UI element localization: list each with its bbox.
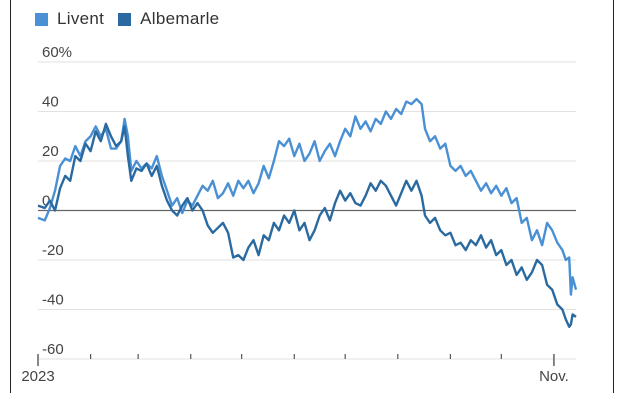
y-tick-label: 20 xyxy=(42,143,59,160)
series-line-livent xyxy=(37,97,578,296)
series-line-albemarle xyxy=(37,122,577,328)
legend-item-livent: Livent xyxy=(35,9,104,29)
x-tick-label: 2023 xyxy=(21,368,54,385)
y-tick-label: 60% xyxy=(42,44,72,61)
y-tick-label: 40 xyxy=(42,94,59,111)
y-tick-label: 0 xyxy=(42,193,50,210)
y-tick-label: -40 xyxy=(42,292,64,309)
x-tick-label: Nov. xyxy=(539,368,569,385)
legend-label-livent: Livent xyxy=(57,9,105,28)
y-tick-label: -20 xyxy=(42,242,64,259)
chart-legend: Livent Albemarle xyxy=(35,9,233,29)
legend-swatch-livent xyxy=(35,12,48,26)
legend-item-albemarle: Albemarle xyxy=(118,9,219,29)
legend-label-albemarle: Albemarle xyxy=(140,9,220,28)
chart-frame xyxy=(10,0,614,393)
legend-swatch-albemarle xyxy=(118,12,132,26)
y-tick-label: -60 xyxy=(42,341,64,358)
